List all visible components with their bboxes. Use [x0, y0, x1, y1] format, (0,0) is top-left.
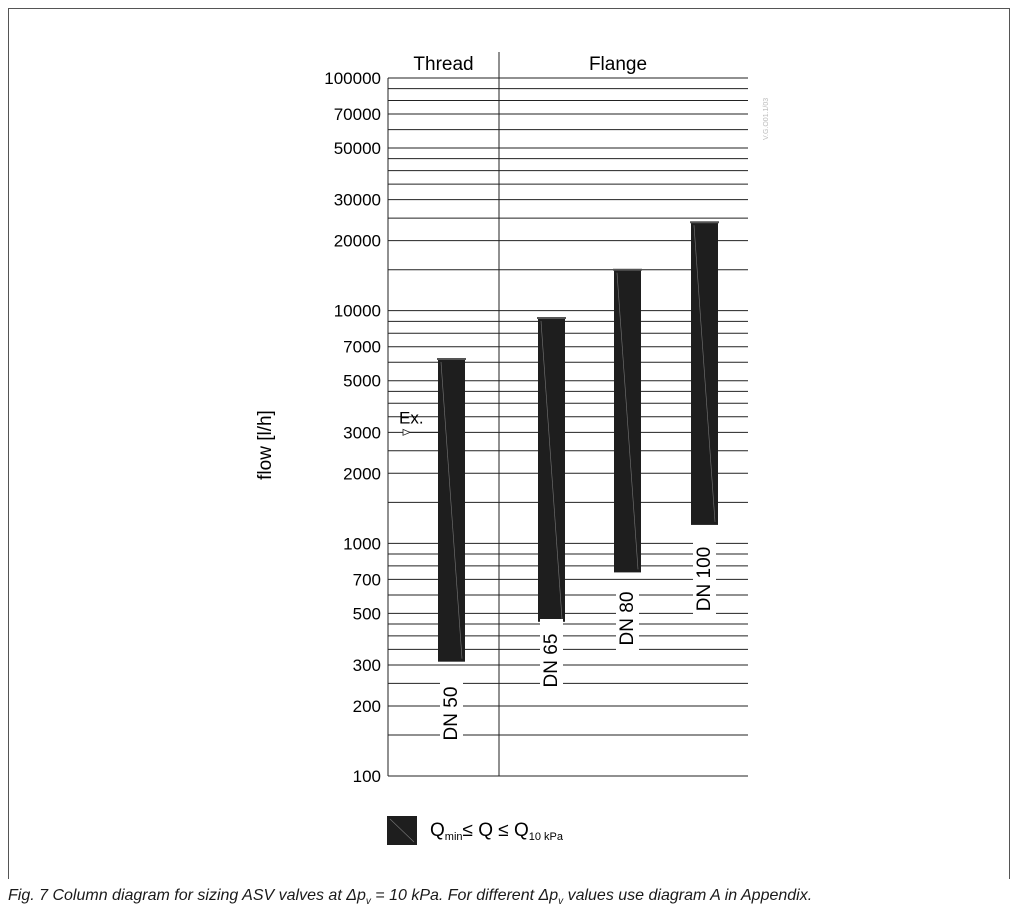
watermark-code: V.G.O01.1/03 [763, 98, 770, 140]
example-arrow [402, 428, 412, 436]
y-tick-label: 20000 [334, 232, 381, 251]
y-tick-label: 500 [353, 604, 381, 623]
caption-part1: Fig. 7 Column diagram for sizing ASV val… [8, 887, 366, 904]
range-bar-diagonal [616, 272, 639, 570]
dn-label-box [440, 677, 463, 750]
y-tick-label: 2000 [343, 464, 381, 483]
y-tick-label: 3000 [343, 423, 381, 442]
dn-label-box [540, 619, 563, 702]
y-tick-labels: 100000 70000 50000 30000 20000 10000 7000 5000 3… [324, 69, 381, 786]
legend-relation: ≤ Q ≤ Q [463, 820, 529, 841]
y-tick-label: 100000 [324, 69, 381, 88]
y-tick-label: 10000 [334, 302, 381, 321]
y-tick-label: 100 [353, 767, 381, 786]
legend-q: Q [430, 820, 445, 841]
y-tick-label: 7000 [343, 338, 381, 357]
legend-swatch-diagonal [389, 818, 415, 843]
y-tick-label: 300 [353, 656, 381, 675]
range-bar-diagonal [440, 361, 463, 659]
legend-sub-min: min [445, 831, 463, 843]
y-tick-label: 200 [353, 697, 381, 716]
group-header-thread: Thread [413, 54, 473, 75]
dn-label-box [693, 535, 716, 623]
range-bar-diagonal [540, 320, 563, 619]
example-marker: Ex. [399, 408, 438, 436]
y-tick-label: 5000 [343, 372, 381, 391]
dn-label-box [616, 582, 639, 655]
legend-text: Qmin≤ Q ≤ Q10 kPa [430, 820, 564, 843]
y-tick-label: 30000 [334, 191, 381, 210]
dn-label: DN 80 [617, 592, 638, 646]
dn-label: DN 65 [541, 634, 562, 688]
figure-frame [8, 8, 1010, 879]
y-tick-label: 70000 [334, 105, 381, 124]
caption-part2: = 10 kPa. For different Δp [370, 887, 559, 904]
legend-sub-max: 10 kPa [529, 831, 564, 843]
caption-part3: values use diagram A in Appendix. [563, 887, 813, 904]
y-tick-label: 50000 [334, 139, 381, 158]
legend: Qmin≤ Q ≤ Q10 kPa [387, 816, 564, 845]
y-tick-label: 700 [353, 570, 381, 589]
example-label: Ex. [399, 408, 424, 427]
caption-sub1: v [365, 896, 371, 908]
dn-label: DN 50 [441, 687, 462, 741]
range-bar-diagonal [693, 225, 716, 522]
y-tick-label: 1000 [343, 534, 381, 553]
group-header-flange: Flange [589, 54, 647, 75]
caption-sub2: v [558, 896, 564, 908]
y-axis-label: flow [l/h] [255, 410, 276, 480]
dn-label: DN 100 [694, 547, 715, 611]
range-bars: DN 50 DN 65 DN 80 DN 100 [437, 221, 719, 750]
figure-caption: Fig. 7 Column diagram for sizing ASV val… [8, 887, 812, 907]
